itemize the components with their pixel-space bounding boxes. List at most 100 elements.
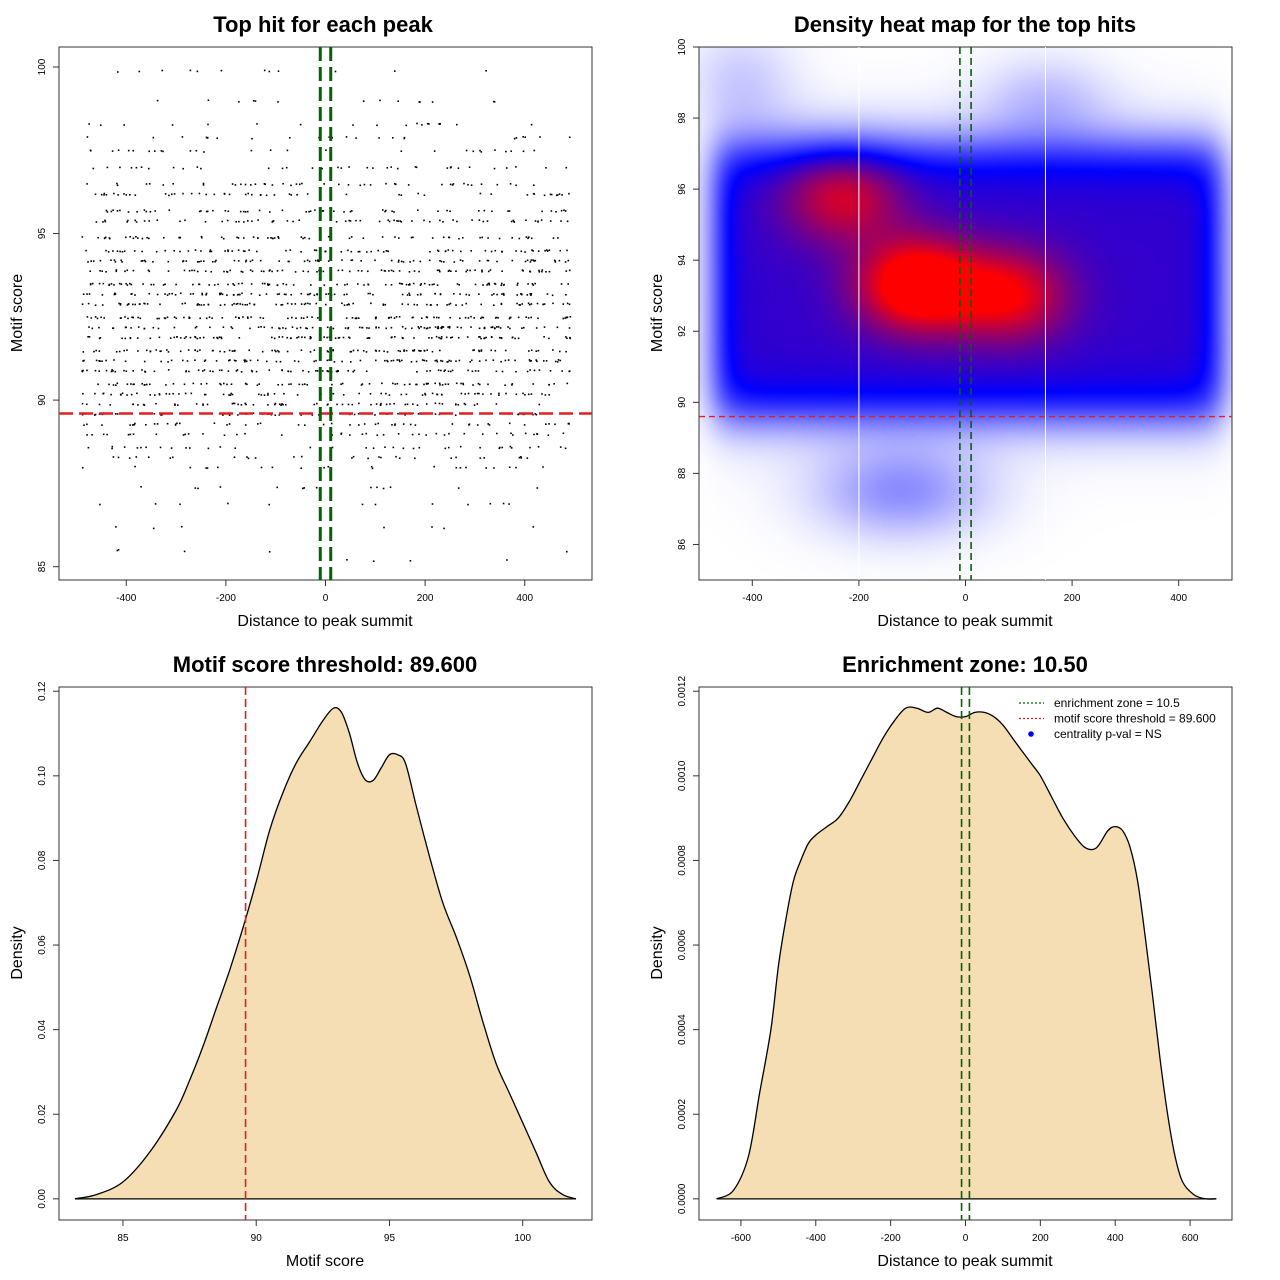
data-point xyxy=(136,337,139,339)
data-point xyxy=(206,467,209,469)
data-point xyxy=(310,336,312,339)
data-point xyxy=(402,447,405,450)
data-point xyxy=(242,316,244,318)
data-point xyxy=(257,359,259,362)
data-point xyxy=(403,383,406,386)
data-point xyxy=(535,327,538,329)
data-point xyxy=(281,383,284,386)
data-point xyxy=(500,337,503,339)
data-point xyxy=(91,434,93,436)
data-point xyxy=(562,303,564,305)
data-point xyxy=(534,220,537,222)
data-point xyxy=(267,284,269,286)
data-point xyxy=(110,210,113,213)
data-point xyxy=(494,283,497,285)
data-point xyxy=(370,486,372,489)
data-point xyxy=(341,403,344,406)
data-point xyxy=(421,124,423,126)
data-point xyxy=(448,432,450,435)
data-point xyxy=(405,283,408,286)
data-point xyxy=(398,270,401,272)
data-point xyxy=(139,317,142,320)
data-point xyxy=(541,393,543,395)
data-point xyxy=(286,350,289,353)
data-point xyxy=(493,101,496,103)
data-point xyxy=(452,183,455,185)
data-point xyxy=(487,383,489,386)
data-point xyxy=(101,294,104,296)
data-point xyxy=(302,317,305,319)
data-point xyxy=(281,209,284,212)
data-point xyxy=(411,220,413,222)
data-point xyxy=(223,351,226,353)
data-point xyxy=(182,192,184,195)
data-point xyxy=(548,249,551,251)
data-point xyxy=(388,394,391,396)
data-point xyxy=(282,403,284,406)
data-point xyxy=(349,220,352,222)
y-tick-label: 0.0002 xyxy=(677,1099,688,1130)
data-point xyxy=(110,259,112,261)
data-point xyxy=(340,383,342,385)
data-point xyxy=(382,251,385,253)
data-point xyxy=(510,220,513,223)
data-point xyxy=(390,269,393,272)
data-point xyxy=(567,259,570,262)
data-point xyxy=(100,193,103,196)
data-point xyxy=(126,269,128,272)
data-point xyxy=(166,422,169,425)
data-point xyxy=(316,271,318,273)
data-point xyxy=(245,360,248,363)
data-point xyxy=(521,293,523,296)
data-point xyxy=(388,220,391,223)
data-point xyxy=(211,261,214,263)
data-point xyxy=(290,303,293,305)
data-point xyxy=(194,336,197,339)
data-point xyxy=(501,370,504,373)
data-point xyxy=(102,282,105,285)
data-point xyxy=(358,326,361,329)
data-point xyxy=(379,404,382,406)
data-point xyxy=(200,250,202,252)
data-point xyxy=(171,124,174,126)
data-point xyxy=(130,393,133,396)
data-point xyxy=(530,259,533,261)
data-point xyxy=(407,184,410,186)
data-point xyxy=(227,249,229,251)
data-point xyxy=(112,327,115,329)
data-point xyxy=(491,326,494,328)
data-point xyxy=(110,283,113,285)
data-point xyxy=(314,209,316,211)
data-point xyxy=(418,433,420,436)
data-point xyxy=(179,220,181,223)
data-point xyxy=(321,210,324,212)
data-point xyxy=(494,349,497,352)
data-point xyxy=(99,503,101,506)
data-point xyxy=(504,349,507,352)
data-point xyxy=(564,447,567,450)
data-point xyxy=(333,293,336,296)
data-point xyxy=(260,394,263,396)
data-point xyxy=(393,219,395,222)
data-point xyxy=(244,424,247,426)
data-point xyxy=(296,394,299,396)
data-point xyxy=(500,360,502,363)
data-point xyxy=(98,282,101,285)
data-point xyxy=(443,370,445,372)
data-point xyxy=(283,293,286,296)
data-point xyxy=(419,260,422,263)
data-point xyxy=(102,221,104,223)
x-tick-label: 95 xyxy=(384,1233,396,1244)
data-point xyxy=(276,284,279,286)
data-point xyxy=(189,293,192,295)
data-point xyxy=(478,293,480,295)
data-point xyxy=(197,303,199,305)
data-point xyxy=(498,394,500,396)
data-point xyxy=(92,260,95,262)
data-point xyxy=(306,327,308,330)
data-point xyxy=(174,294,177,296)
data-point xyxy=(463,182,465,185)
data-point xyxy=(270,237,272,239)
data-point xyxy=(317,260,319,262)
data-point xyxy=(259,316,262,319)
